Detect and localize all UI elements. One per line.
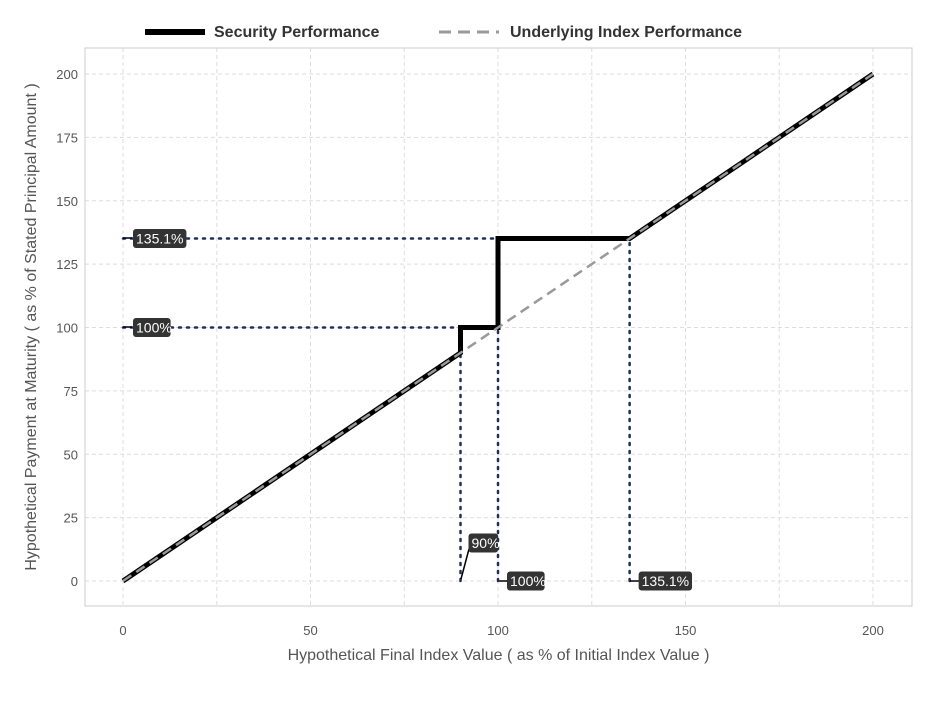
y-tick-label: 0 bbox=[71, 574, 78, 589]
y-tick-label: 75 bbox=[64, 384, 78, 399]
value-label-text: 90% bbox=[472, 535, 500, 551]
x-tick-label: 0 bbox=[119, 623, 126, 638]
y-tick-label: 50 bbox=[64, 447, 78, 462]
y-tick-label: 150 bbox=[56, 194, 78, 209]
y-tick-label: 175 bbox=[56, 130, 78, 145]
value-label-text: 100% bbox=[510, 573, 546, 589]
x-tick-label: 100 bbox=[487, 623, 509, 638]
value-label-text: 100% bbox=[136, 320, 172, 336]
x-axis-title: Hypothetical Final Index Value ( as % of… bbox=[288, 647, 710, 664]
legend: Security Performance Underlying Index Pe… bbox=[145, 24, 742, 41]
y-tick-label: 125 bbox=[56, 257, 78, 272]
value-label-box bbox=[468, 533, 499, 553]
value-label-box bbox=[507, 571, 545, 591]
value-label-text: 135.1% bbox=[642, 573, 689, 589]
label-leader-line bbox=[460, 548, 470, 580]
plot-frame bbox=[84, 47, 913, 607]
y-tick-label: 100 bbox=[56, 321, 78, 336]
y-axis-title: Hypothetical Payment at Maturity ( as % … bbox=[23, 83, 40, 570]
value-label-text: 135.1% bbox=[136, 231, 183, 247]
x-tick-label: 200 bbox=[862, 623, 884, 638]
legend-label-security-performance: Security Performance bbox=[214, 24, 380, 41]
x-tick-label: 50 bbox=[303, 623, 317, 638]
legend-label-underlying-index-performance: Underlying Index Performance bbox=[510, 24, 742, 41]
tick-labels: 0 50 100 150 200 0 25 50 75 100 125 150 175 200 bbox=[56, 67, 884, 638]
x-tick-label: 150 bbox=[675, 623, 697, 638]
value-labels: 135.1% 100% 90% 100% 135.1% bbox=[123, 229, 693, 591]
series-line-underlying-index-performance bbox=[122, 72, 874, 583]
y-tick-label: 25 bbox=[64, 511, 78, 526]
y-tick-label: 200 bbox=[56, 67, 78, 82]
value-label-box bbox=[133, 318, 171, 337]
series-lines bbox=[121, 71, 875, 584]
value-label-box bbox=[638, 571, 693, 591]
value-label-box bbox=[133, 229, 187, 249]
